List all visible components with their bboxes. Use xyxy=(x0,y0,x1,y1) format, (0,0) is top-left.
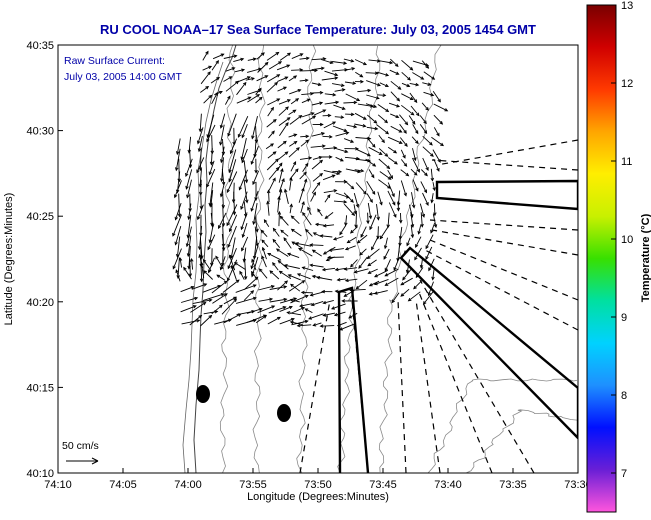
colorbar-gradient xyxy=(587,5,616,512)
plot-area: Raw Surface Current: July 03, 2005 14:00… xyxy=(58,44,578,474)
plot-background xyxy=(58,45,578,473)
colorbar-label: Temperature (°C) xyxy=(640,213,651,302)
colorbar-tick-label: 7 xyxy=(621,468,627,480)
annotation-timestamp: July 03, 2005 14:00 GMT xyxy=(64,71,182,83)
x-tick-label: 73:35 xyxy=(499,479,527,491)
x-tick-label: 73:50 xyxy=(304,479,332,491)
colorbar-tick-label: 8 xyxy=(621,390,627,402)
colorbar-tick-label: 9 xyxy=(621,312,627,324)
x-tick-label: 74:00 xyxy=(174,479,202,491)
colorbar-tick-label: 13 xyxy=(621,0,633,12)
y-tick-label: 40:10 xyxy=(26,468,54,480)
annotation-raw-surface-current: Raw Surface Current: xyxy=(64,55,165,67)
glider-marker-east xyxy=(277,404,291,422)
colorbar-tick-label: 12 xyxy=(621,78,633,90)
x-tick-label: 74:05 xyxy=(109,479,137,491)
colorbar-tick-label: 10 xyxy=(621,234,633,246)
y-tick-label: 40:20 xyxy=(26,297,54,309)
y-tick-label: 40:30 xyxy=(26,126,54,138)
y-tick-label: 40:15 xyxy=(26,382,54,394)
x-tick-label: 74:10 xyxy=(44,479,72,491)
x-tick-label: 73:40 xyxy=(434,479,462,491)
x-tick-label: 73:55 xyxy=(239,479,267,491)
y-tick-label: 40:25 xyxy=(26,211,54,223)
y-tick-label: 40:35 xyxy=(26,40,54,52)
colorbar: 13 12 11 10 9 8 7 Temperature (°C) xyxy=(587,0,651,512)
x-axis-label: Longitude (Degrees:Minutes) xyxy=(247,491,389,503)
x-tick-label: 73:45 xyxy=(369,479,397,491)
colorbar-tick-label: 11 xyxy=(621,156,632,168)
y-axis-label: Latitude (Degrees:Minutes) xyxy=(3,193,15,326)
scale-arrow-label: 50 cm/s xyxy=(62,440,99,452)
glider-marker-west xyxy=(196,385,210,403)
chart-title: RU COOL NOAA–17 Sea Surface Temperature:… xyxy=(100,22,536,37)
